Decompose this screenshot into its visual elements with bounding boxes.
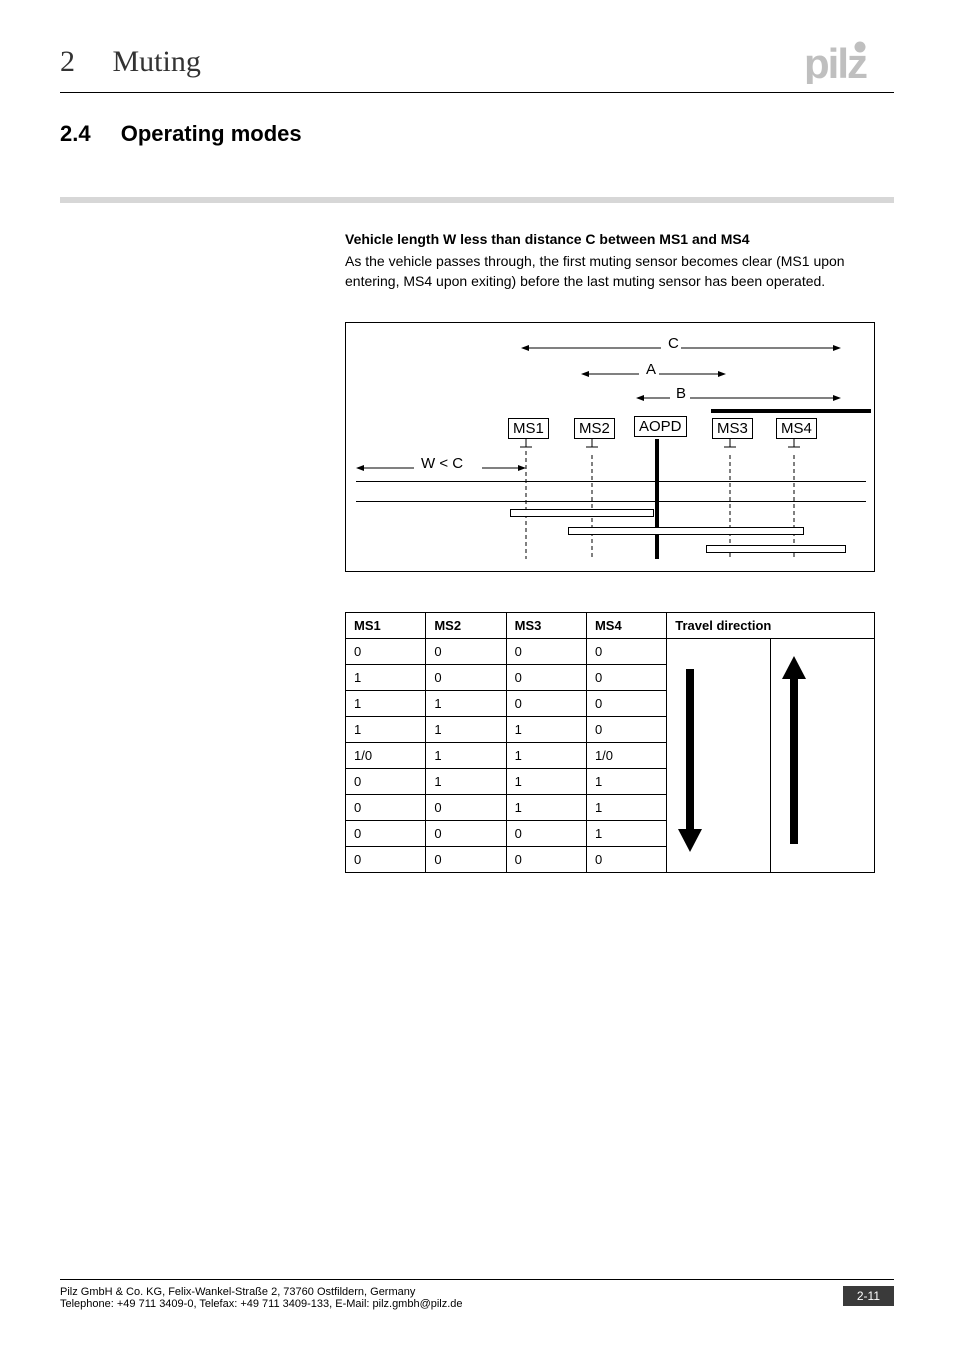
table-cell: 0: [586, 690, 666, 716]
table-row: 0000: [346, 638, 875, 664]
col-ms3: MS3: [506, 612, 586, 638]
table-cell: 1: [506, 768, 586, 794]
table-cell: 0: [346, 820, 426, 846]
table-cell: 0: [346, 768, 426, 794]
divider-bar: [60, 197, 894, 203]
sensor-ms4: MS4: [776, 418, 817, 439]
table-cell: 1: [506, 716, 586, 742]
section-number: 2.4: [60, 121, 91, 146]
table-cell: 0: [426, 664, 506, 690]
table-cell: 0: [586, 846, 666, 872]
subheading: Vehicle length W less than distance C be…: [345, 231, 885, 247]
arrow-up-cell: [771, 638, 875, 872]
arrow-down-icon: [675, 654, 705, 854]
vehicle-step: [706, 545, 846, 553]
footer-line1: Pilz GmbH & Co. KG, Felix-Wankel-Straße …: [60, 1286, 463, 1298]
table-cell: 0: [506, 664, 586, 690]
col-ms1: MS1: [346, 612, 426, 638]
content-area: Vehicle length W less than distance C be…: [345, 231, 885, 873]
sensor-ms2: MS2: [574, 418, 615, 439]
section-title-text: Operating modes: [121, 121, 302, 146]
table-cell: 0: [586, 716, 666, 742]
page-footer: Pilz GmbH & Co. KG, Felix-Wankel-Straße …: [60, 1279, 894, 1310]
footer-text: Pilz GmbH & Co. KG, Felix-Wankel-Straße …: [60, 1286, 463, 1310]
table-cell: 0: [506, 690, 586, 716]
vehicle-step: [510, 509, 654, 517]
table-cell: 1: [346, 664, 426, 690]
sensor-aopd: AOPD: [634, 416, 687, 437]
vehicle-step: [568, 527, 804, 535]
table-cell: 0: [506, 820, 586, 846]
table-cell: 0: [426, 846, 506, 872]
arrow-up-icon: [779, 654, 809, 854]
dim-arrow-b: [636, 392, 841, 404]
brand-logo: pilz: [804, 40, 894, 84]
table-cell: 1: [426, 716, 506, 742]
table-cell: 1: [586, 794, 666, 820]
page-header: 2 Muting pilz: [60, 40, 894, 93]
footer-line2: Telephone: +49 711 3409-0, Telefax: +49 …: [60, 1298, 463, 1310]
page-number-badge: 2-11: [843, 1286, 894, 1306]
table-cell: 1/0: [586, 742, 666, 768]
dim-arrow-a: [581, 368, 726, 380]
table-cell: 0: [586, 638, 666, 664]
body-paragraph: As the vehicle passes through, the first…: [345, 251, 885, 292]
table-cell: 1: [586, 820, 666, 846]
chapter-heading: 2 Muting: [60, 45, 201, 79]
table-cell: 1: [426, 690, 506, 716]
sensor-ms1: MS1: [508, 418, 549, 439]
table-cell: 0: [346, 846, 426, 872]
table-cell: 1: [586, 768, 666, 794]
table-cell: 1: [426, 768, 506, 794]
table-cell: 0: [586, 664, 666, 690]
dim-arrow-c: [521, 342, 841, 354]
sensor-ms3: MS3: [712, 418, 753, 439]
table-cell: 0: [506, 846, 586, 872]
arrow-down-cell: [667, 638, 771, 872]
col-ms2: MS2: [426, 612, 506, 638]
table-cell: 0: [426, 794, 506, 820]
chapter-title: Muting: [113, 45, 201, 78]
table-cell: 0: [426, 820, 506, 846]
table-cell: 0: [346, 638, 426, 664]
table-cell: 0: [346, 794, 426, 820]
table-cell: 1/0: [346, 742, 426, 768]
sequence-table: MS1 MS2 MS3 MS4 Travel direction 0000100…: [345, 612, 875, 873]
guard-bar: [711, 409, 871, 413]
table-cell: 1: [506, 742, 586, 768]
table-cell: 1: [346, 690, 426, 716]
pilz-logo-icon: pilz: [804, 40, 894, 84]
table-cell: 1: [506, 794, 586, 820]
table-cell: 0: [506, 638, 586, 664]
section-heading: 2.4 Operating modes: [60, 121, 894, 147]
chapter-number: 2: [60, 45, 75, 78]
table-cell: 1: [426, 742, 506, 768]
table-cell: 1: [346, 716, 426, 742]
col-ms4: MS4: [586, 612, 666, 638]
col-travel-dir: Travel direction: [667, 612, 875, 638]
svg-text:pilz: pilz: [804, 40, 867, 84]
table-cell: 0: [426, 638, 506, 664]
muting-diagram: C A B MS1 MS2 AOPD MS3 MS4: [345, 322, 875, 572]
